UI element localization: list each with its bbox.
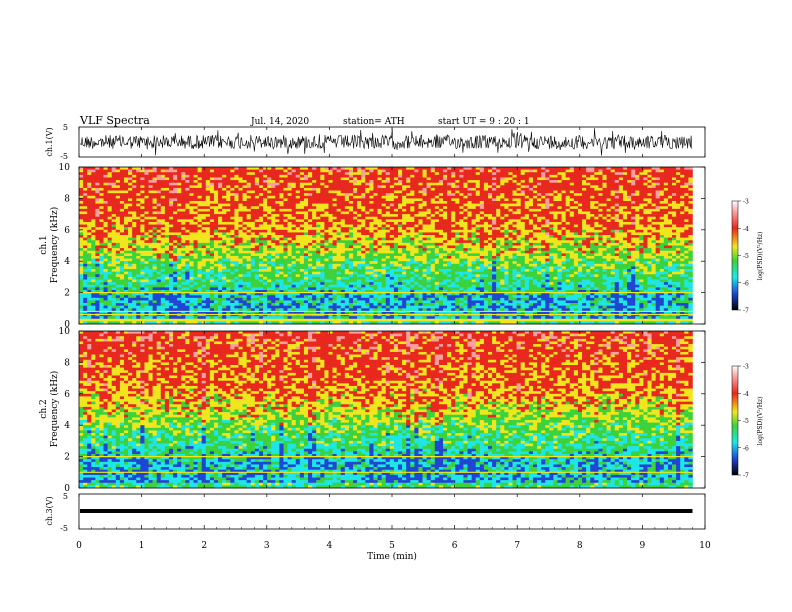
ch1-colorbar-label: log(PSD)(V²/Hz)	[757, 232, 764, 281]
spec2-yticks-label-2: 2	[64, 453, 70, 463]
spec1-yticks-label-8: 8	[64, 194, 70, 204]
cb2-ticks-label-1: -4	[743, 391, 749, 398]
spec2-yticks-label-10: 10	[59, 327, 71, 337]
ch1-colorbar-gradient	[731, 200, 739, 311]
cb1-ticks-label-4: -7	[743, 308, 749, 315]
x-tick-label-0: 0	[76, 541, 82, 551]
ch3-ytick-top: 5	[63, 492, 68, 501]
ch1-series-line	[79, 128, 693, 156]
ch1-spec-ylabel-1: ch.1	[39, 235, 49, 254]
ch2-colorbar-gradient	[731, 365, 739, 476]
x-tick-label-4: 4	[327, 541, 333, 551]
spec1-yticks-label-10: 10	[59, 163, 71, 173]
x-tick-label-1: 1	[139, 541, 145, 551]
cb1-ticks-label-0: -3	[743, 199, 749, 206]
date-label: Jul. 14, 2020	[250, 117, 309, 127]
spec2-yticks-label-0: 0	[64, 484, 70, 494]
ch1-spec-ylabel-2: Frequency (kHz)	[49, 207, 60, 284]
ch3-ylabel: ch.3(V)	[45, 496, 54, 525]
cb2-ticks-label-0: -3	[743, 364, 749, 371]
cb2-ticks-label-4: -7	[743, 473, 749, 480]
cb2-ticks-label-3: -6	[743, 445, 749, 452]
x-tick-label-6: 6	[452, 541, 458, 551]
ch2-spectrogram-panel: 10 8 6 4 2 0 ch.2 Frequency (kHz)	[39, 327, 706, 494]
ch3-waveform-panel: 5 -5 ch.3(V) 0 1 2 3 4 5 6 7 8 9 10 Time (min)	[45, 127, 711, 562]
spec1-yticks-label-6: 6	[64, 226, 70, 236]
x-tick-label-9: 9	[640, 541, 646, 551]
ch1-spectrogram-panel: 10 8 6 4 2 0 ch.1 Frequency (kHz)	[39, 163, 706, 330]
spec1-yticks-label-2: 2	[64, 289, 70, 299]
ch2-colorbar: -3 -4 -5 -6 -7 log(PSD)(V²/Hz)	[731, 364, 764, 480]
cb1-ticks-label-2: -5	[743, 253, 749, 260]
cb2-ticks-label-2: -5	[743, 418, 749, 425]
x-tick-label-5: 5	[389, 541, 395, 551]
ch2-spectrogram-cells	[79, 331, 705, 489]
ch1-ylabel: ch.1(V)	[45, 127, 54, 156]
x-tick-label-3: 3	[264, 541, 270, 551]
spec2-yticks-label-8: 8	[64, 358, 70, 368]
ch3-ytick-bottom: -5	[60, 524, 68, 533]
x-axis-label: Time (min)	[367, 551, 417, 562]
ch2-spec-ylabel-1: ch.2	[39, 399, 49, 418]
ch3-series-line	[80, 509, 693, 513]
ch2-spec-ylabel-2: Frequency (kHz)	[49, 371, 60, 448]
cb1-ticks-label-1: -4	[743, 226, 749, 233]
station-label: station= ATH	[343, 117, 405, 127]
start-time-label: start UT = 9 : 20 : 1	[438, 117, 530, 127]
ch1-ytick-top: 5	[63, 123, 68, 132]
ch2-colorbar-label: log(PSD)(V²/Hz)	[757, 397, 764, 446]
ch1-ytick-bottom: -5	[60, 152, 68, 161]
spec1-yticks-label-0: 0	[64, 320, 70, 330]
x-tick-label-10: 10	[699, 541, 711, 551]
x-tick-label-8: 8	[577, 541, 583, 551]
ch1-colorbar: -3 -4 -5 -6 -7 log(PSD)(V²/Hz)	[731, 199, 764, 315]
x-tick-label-2: 2	[201, 541, 207, 551]
x-tick-label-7: 7	[514, 541, 520, 551]
spec2-yticks-label-4: 4	[64, 421, 70, 431]
spec2-yticks-label-6: 6	[64, 390, 70, 400]
cb1-ticks-label-3: -6	[743, 280, 749, 287]
ch1-waveform-panel: 5 -5 ch.1(V)	[45, 123, 706, 161]
spec1-yticks-label-4: 4	[64, 257, 70, 267]
ch1-spectrogram-cells	[79, 167, 705, 325]
figure-title: VLF Spectra	[79, 114, 150, 127]
